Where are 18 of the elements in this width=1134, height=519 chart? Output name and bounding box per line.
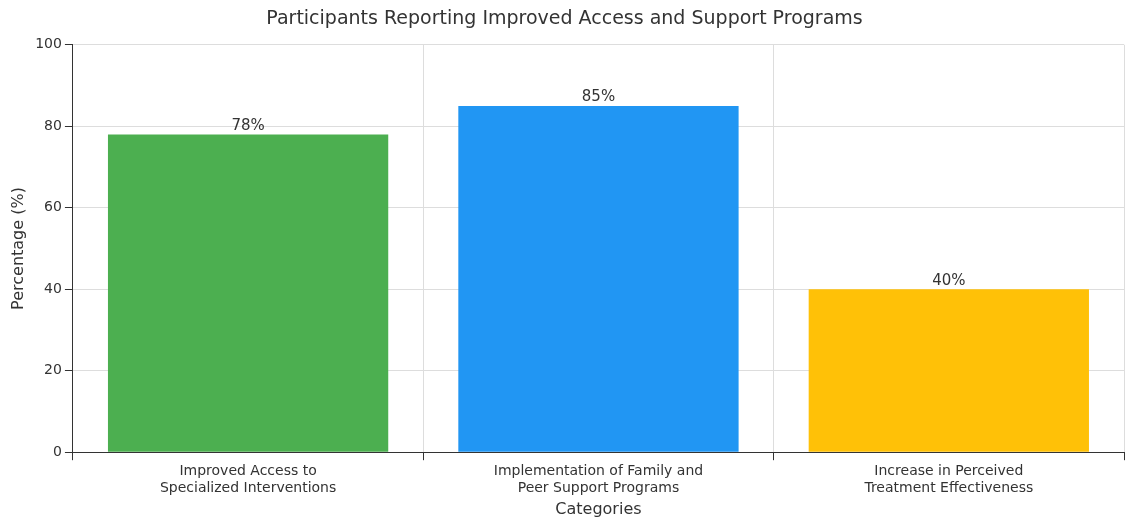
x-tick-label: Increase in Perceived Treatment Effectiveness [863,462,1034,496]
y-tick-label: 0 [53,442,62,459]
data-label: 78% [231,115,265,134]
y-tick-label: 20 [44,361,62,378]
x-axis-title: Categories [555,498,642,518]
y-tick-label: 80 [44,116,62,133]
data-label: 85% [581,87,616,106]
x-tick-label: Implementation of Family and Peer Support Programs [493,462,704,496]
chart-title: Participants Reporting Improved Access and Support Programs [266,6,863,29]
bar [107,134,389,452]
y-tick-label: 40 [44,279,62,296]
y-tick-label: 60 [44,198,62,215]
y-axis-title: Percentage (%) [7,187,27,310]
bar [458,105,739,452]
y-tick-label: 100 [35,35,62,52]
bar [808,289,1089,452]
data-label: 40% [932,270,966,289]
x-tick-label: Improved Access to Specialized Interventions [159,462,337,496]
